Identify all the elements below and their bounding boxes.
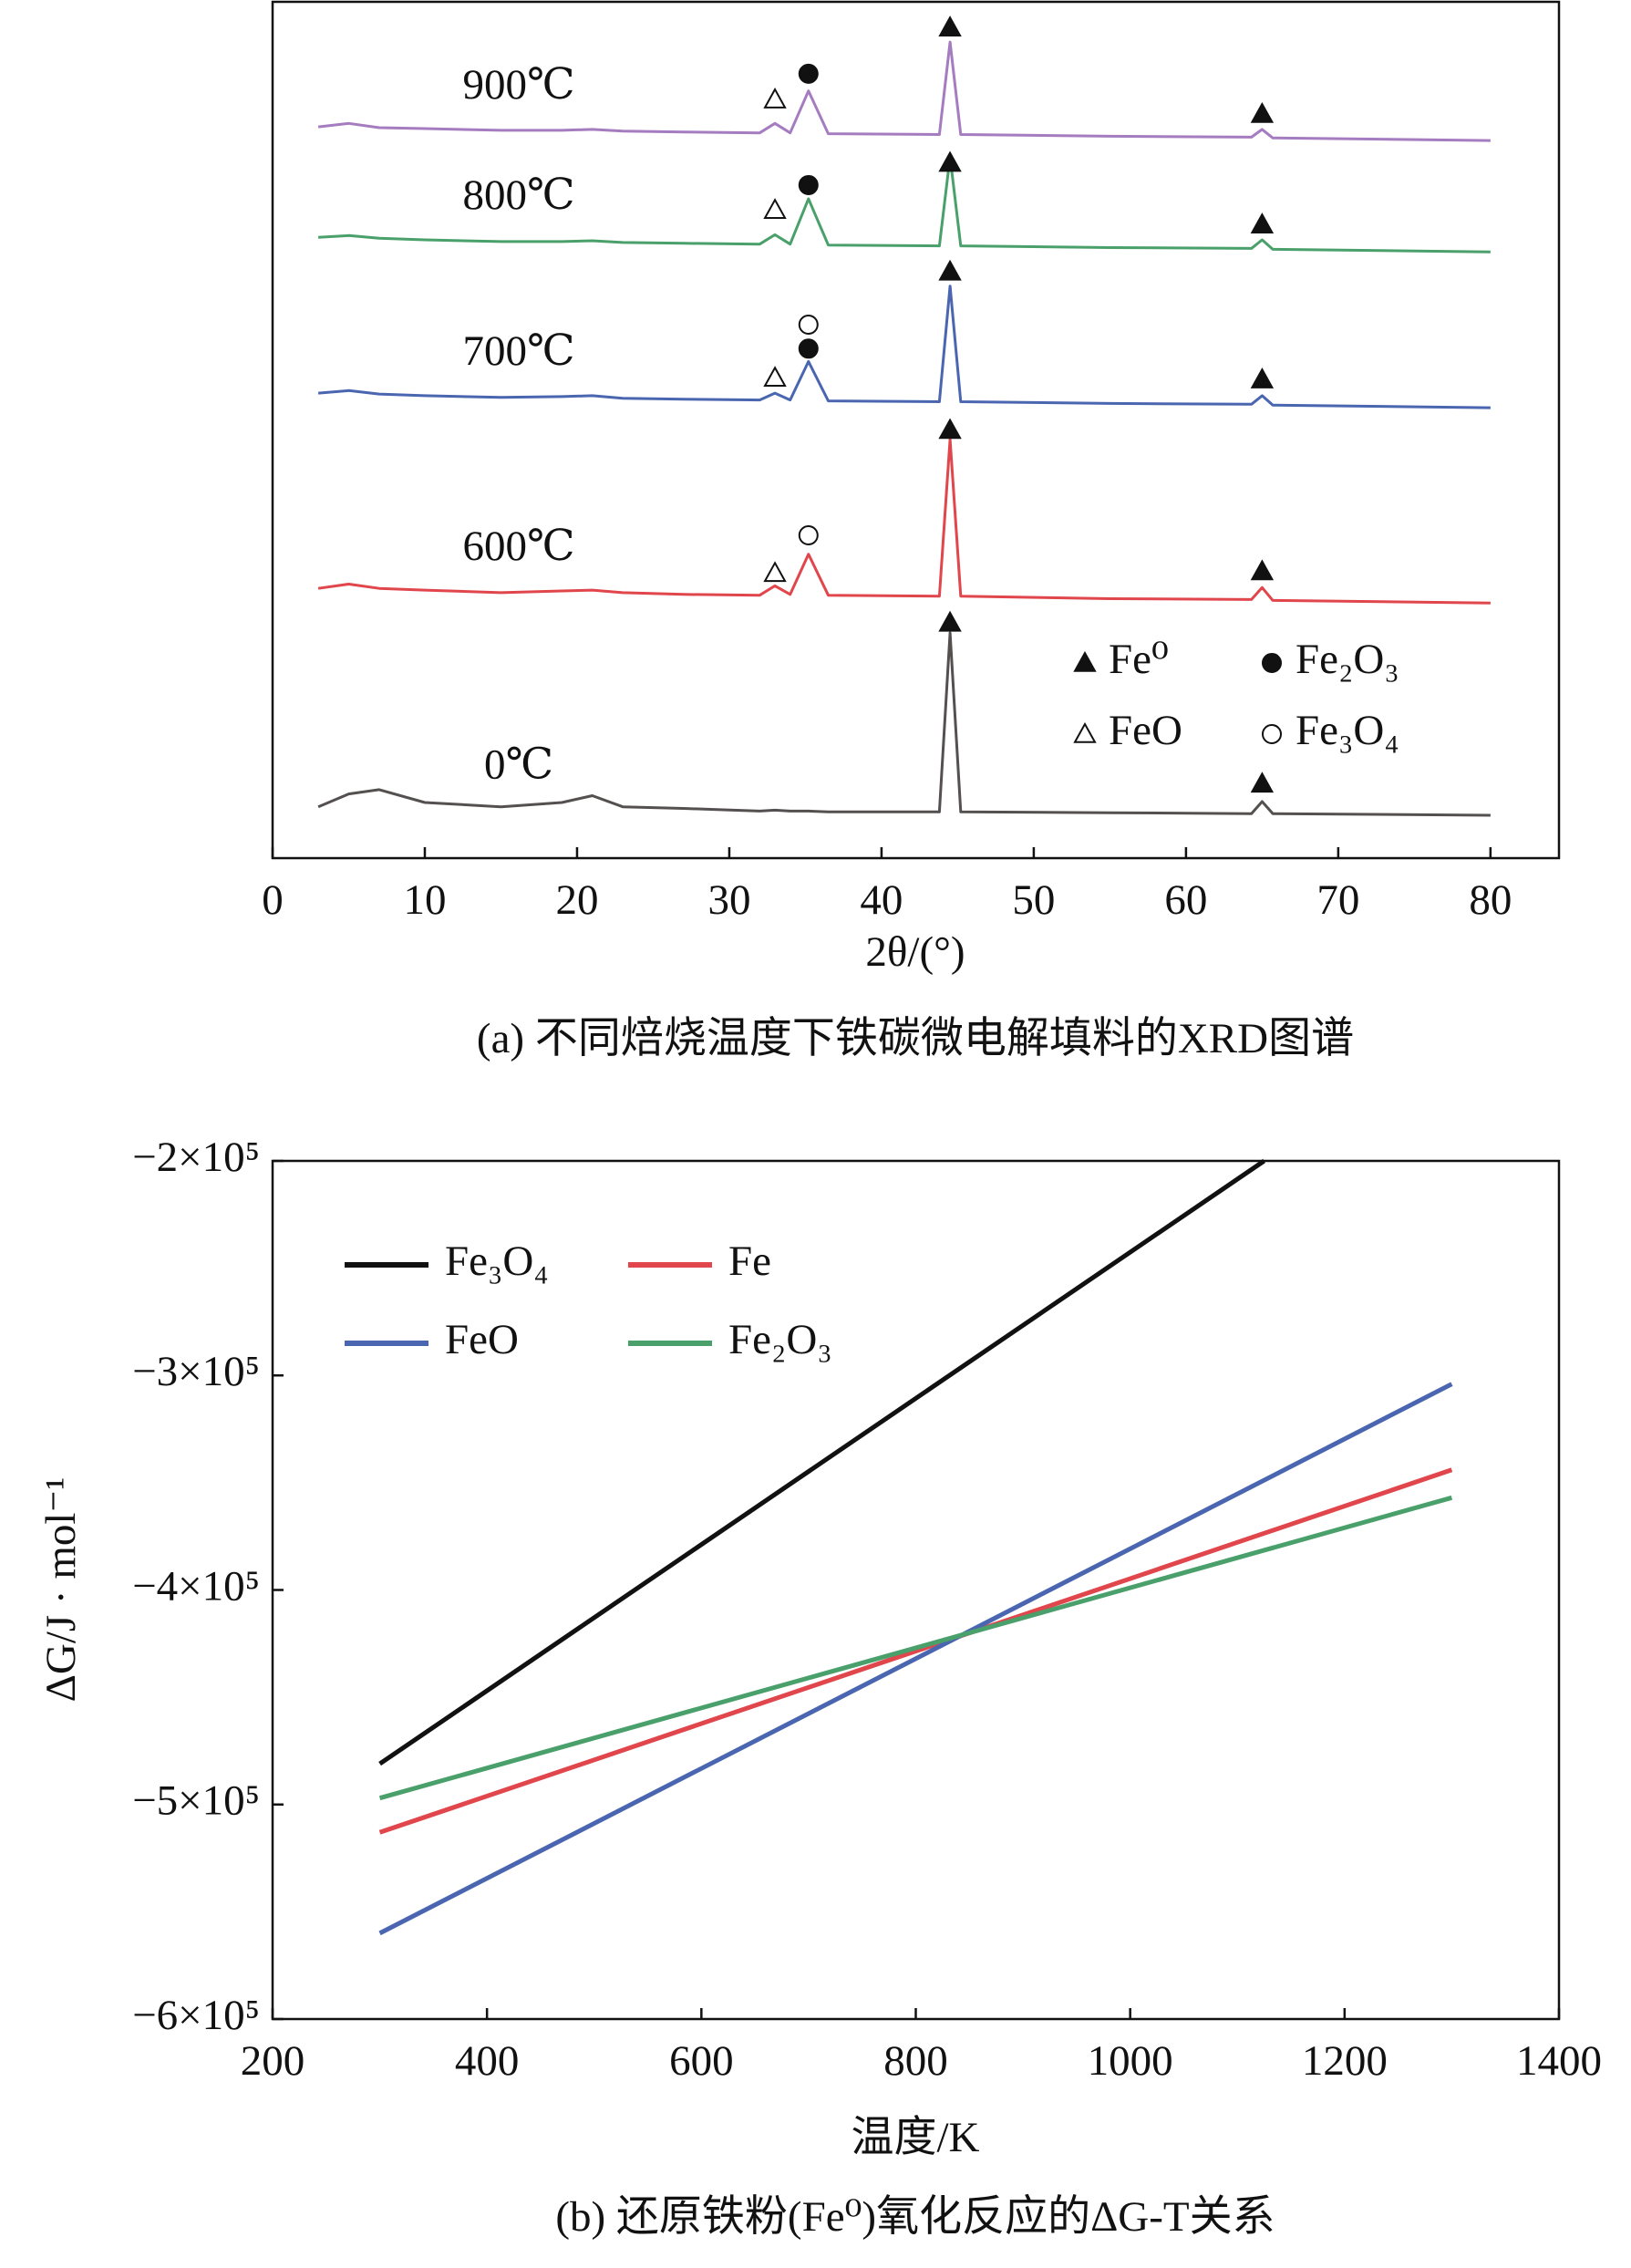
series-label: 700℃ <box>463 327 575 375</box>
x-tick-label: 1400 <box>1516 2037 1602 2085</box>
x-tick-label: 20 <box>555 876 598 924</box>
x-tick-label: 80 <box>1469 876 1512 924</box>
data-line <box>378 1467 1453 1835</box>
phase-marker <box>763 198 787 219</box>
phase-marker <box>938 418 962 440</box>
x-tick-label: 1000 <box>1088 2037 1173 2085</box>
data-line <box>317 438 1491 605</box>
y-tick-label: −4×10⁵ <box>132 1562 260 1610</box>
phase-marker <box>798 174 819 195</box>
series-label: 800℃ <box>463 171 575 219</box>
phase-marker <box>1250 559 1275 581</box>
data-line <box>378 1382 1453 1936</box>
legend-label: Fe₃O₄ <box>445 1238 549 1285</box>
legend-label: FeO <box>445 1316 519 1363</box>
phase-marker <box>798 63 819 84</box>
subtitle: (b) 还原铁粉(Fe⁰)氧化反应的ΔG-T关系 <box>555 2193 1275 2241</box>
phase-marker <box>1250 772 1275 793</box>
phase-marker <box>798 315 819 336</box>
phase-marker <box>938 16 962 36</box>
y-tick-label: −2×10⁵ <box>132 1134 260 1181</box>
y-tick-label: −5×10⁵ <box>132 1777 260 1825</box>
data-line <box>317 285 1491 409</box>
legend-label: Fe <box>728 1238 771 1285</box>
x-tick-label: 1200 <box>1302 2037 1388 2085</box>
series-label: 600℃ <box>463 523 575 570</box>
phase-marker <box>763 561 787 583</box>
x-tick-label: 50 <box>1012 876 1055 924</box>
x-tick-label: 800 <box>883 2037 948 2085</box>
legend-symbol <box>1073 721 1097 743</box>
x-tick-label: 60 <box>1164 876 1207 924</box>
x-tick-label: 70 <box>1316 876 1359 924</box>
x-tick-label: 30 <box>707 876 750 924</box>
legend-symbol <box>1262 724 1282 744</box>
phase-marker <box>1250 368 1275 388</box>
subtitle: (a) 不同焙烧温度下铁碳微电解填料的XRD图谱 <box>477 1015 1354 1062</box>
phase-marker <box>1250 212 1275 233</box>
x-axis-label: 温度/K <box>852 2114 980 2161</box>
x-tick-label: 600 <box>669 2037 734 2085</box>
y-axis-label: ΔG/J · mol⁻¹ <box>37 1477 85 1703</box>
phase-marker <box>938 610 962 632</box>
x-tick-label: 10 <box>403 876 446 924</box>
y-tick-label: −6×10⁵ <box>132 1992 260 2039</box>
x-axis-label: 2θ/(°) <box>865 928 965 976</box>
phase-marker <box>763 366 787 388</box>
legend-label: Fe₂O₃ <box>1296 636 1399 683</box>
x-tick-label: 0 <box>262 876 284 924</box>
phase-marker <box>798 524 819 545</box>
x-tick-label: 40 <box>860 876 903 924</box>
x-tick-label: 200 <box>241 2037 305 2085</box>
data-line <box>378 1495 1453 1801</box>
phase-marker <box>938 259 962 281</box>
phase-marker <box>938 150 962 172</box>
data-line <box>378 1158 1266 1766</box>
phase-marker <box>798 338 819 359</box>
legend-label: FeO <box>1109 707 1182 754</box>
data-line <box>317 631 1491 817</box>
legend-symbol <box>1262 653 1282 673</box>
y-tick-label: −3×10⁵ <box>132 1348 260 1395</box>
phase-marker <box>763 87 787 109</box>
data-line <box>317 40 1491 142</box>
x-tick-label: 400 <box>455 2037 520 2085</box>
legend-label: Fe₂O₃ <box>728 1316 832 1363</box>
legend-symbol <box>1073 650 1097 672</box>
data-line <box>318 155 1491 254</box>
legend-label: Fe₃O₄ <box>1296 707 1399 754</box>
series-label: 0℃ <box>484 740 553 788</box>
phase-marker <box>1250 101 1275 123</box>
legend-label: Fe⁰ <box>1109 636 1169 683</box>
series-label: 900℃ <box>463 61 575 109</box>
plot-frame-a <box>271 0 1561 860</box>
